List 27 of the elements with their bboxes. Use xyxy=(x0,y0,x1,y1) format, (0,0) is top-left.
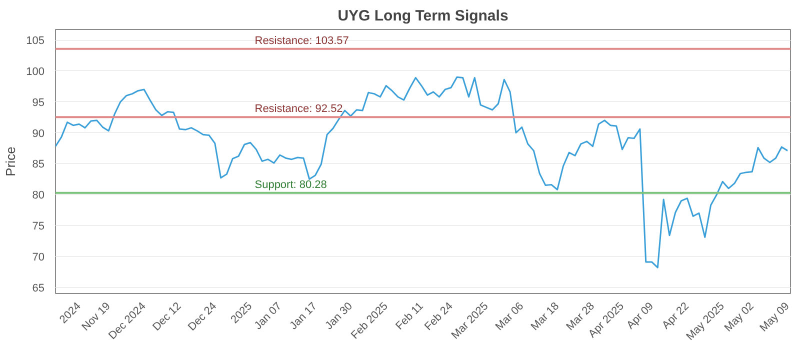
y-tick-label: 95 xyxy=(32,96,45,109)
x-tick-label: Feb 24 xyxy=(422,300,456,333)
line-series xyxy=(56,76,788,268)
ref-line-label: Support: 80.28 xyxy=(254,178,327,191)
ref-line-label: Resistance: 103.57 xyxy=(254,34,349,47)
x-tick-label: Apr 22 xyxy=(660,300,692,332)
x-tick-label: Jan 17 xyxy=(288,300,320,332)
y-tick-label: 80 xyxy=(32,190,45,202)
x-tick-label: Dec 24 xyxy=(186,300,220,334)
y-tick-label: 105 xyxy=(26,35,45,48)
x-tick-label: Jan 30 xyxy=(323,300,355,332)
x-tick-label: Apr 09 xyxy=(624,300,656,332)
chart-title: UYG Long Term Signals xyxy=(338,8,508,24)
x-tick-label: Mar 18 xyxy=(528,300,562,333)
ref-line-label: Resistance: 92.52 xyxy=(254,103,343,116)
x-tick-label: Mar 06 xyxy=(493,300,526,333)
y-tick-label: 65 xyxy=(32,282,45,294)
x-tick-label: May 02 xyxy=(722,300,756,334)
y-tick-label: 100 xyxy=(26,66,45,78)
x-tick-label: Jan 07 xyxy=(252,300,284,332)
x-tick-label: Dec 12 xyxy=(150,300,184,334)
x-tick-label: May 09 xyxy=(758,300,792,334)
y-tick-label: 75 xyxy=(32,220,45,232)
y-tick-label: 70 xyxy=(32,251,45,264)
y-tick-label: 85 xyxy=(32,158,45,171)
y-tick-label: 90 xyxy=(32,128,45,140)
y-axis-title: Price xyxy=(3,146,18,176)
